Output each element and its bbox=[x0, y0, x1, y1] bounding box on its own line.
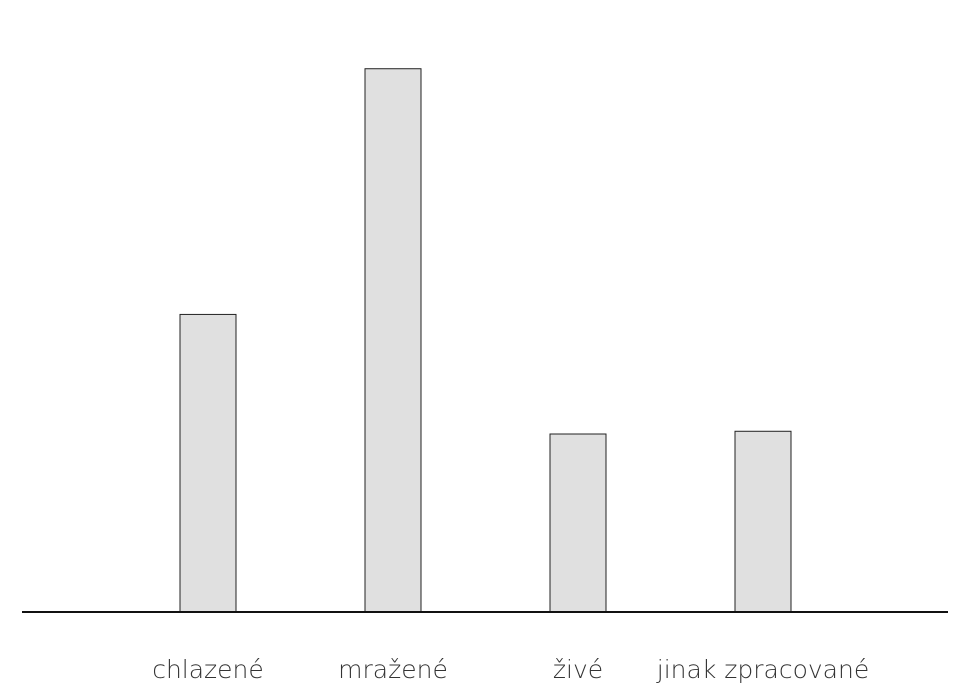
category-labels: chlazené mražené živé jinak zpracované bbox=[152, 655, 869, 684]
bars-layer bbox=[179, 68, 792, 613]
category-label-1: chlazené bbox=[152, 655, 264, 684]
bar-4 bbox=[734, 430, 792, 613]
bar-2 bbox=[364, 68, 422, 613]
bar-1 bbox=[179, 313, 237, 613]
category-label-2: mražené bbox=[338, 655, 448, 684]
category-label-4: jinak zpracované bbox=[656, 655, 869, 684]
category-label-3: živé bbox=[553, 655, 603, 684]
bar-3 bbox=[549, 433, 607, 613]
